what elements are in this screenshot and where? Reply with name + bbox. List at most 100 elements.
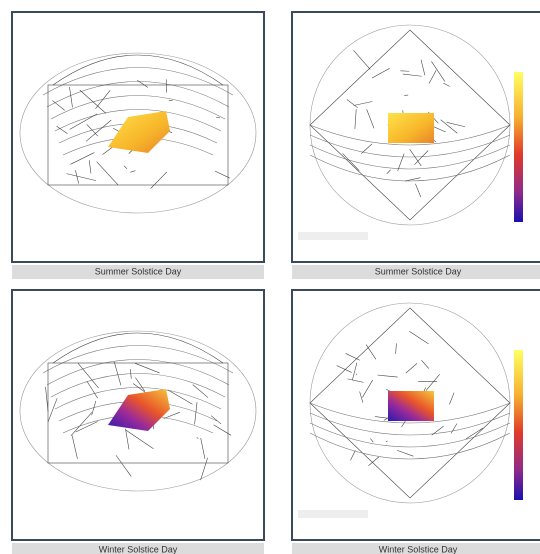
street <box>79 89 107 114</box>
street <box>336 365 352 373</box>
caption-bar <box>292 265 540 279</box>
street <box>70 152 95 165</box>
sun-arc <box>46 81 230 108</box>
street <box>210 415 222 425</box>
horizon <box>19 330 257 492</box>
street <box>75 421 98 433</box>
caption-bar <box>292 543 540 554</box>
street <box>352 362 358 381</box>
street <box>404 177 421 182</box>
street <box>365 344 377 360</box>
max-note-box <box>298 232 368 240</box>
street <box>402 73 422 77</box>
street <box>353 101 373 106</box>
street <box>130 170 136 173</box>
panel: Winter Solstice Day <box>291 289 540 554</box>
sun-arc <box>46 359 230 386</box>
street <box>440 119 458 134</box>
street <box>86 381 98 399</box>
street <box>91 400 97 416</box>
street <box>431 61 446 82</box>
street <box>366 109 375 129</box>
street <box>168 99 173 102</box>
color-bar <box>514 72 523 222</box>
street <box>45 386 49 412</box>
site-map <box>309 29 511 221</box>
sun-arc <box>50 373 226 398</box>
caption: Summer Solstice Day <box>95 266 182 276</box>
street <box>353 50 371 70</box>
street <box>77 363 99 389</box>
street <box>69 86 73 108</box>
max-note-box <box>298 510 368 518</box>
street <box>200 457 208 481</box>
street <box>377 374 398 378</box>
street <box>465 427 484 440</box>
street <box>443 82 450 87</box>
street <box>123 165 128 170</box>
street <box>386 169 391 175</box>
sun-arc <box>50 95 226 120</box>
street <box>85 119 112 142</box>
street <box>70 412 93 437</box>
sun-arc <box>309 154 511 182</box>
sun-arc <box>309 422 511 448</box>
sun-arc <box>54 109 222 132</box>
sun-arc <box>309 402 511 424</box>
dome <box>52 332 224 364</box>
caption: Winter Solstice Day <box>99 544 178 554</box>
street <box>52 100 66 111</box>
street <box>359 391 364 403</box>
street <box>425 374 440 391</box>
street <box>125 429 154 450</box>
street <box>405 363 418 374</box>
street <box>415 183 422 198</box>
street <box>69 113 98 130</box>
sun-arc <box>42 67 234 96</box>
street <box>71 435 78 459</box>
street <box>350 450 356 461</box>
street <box>446 122 466 128</box>
site-map <box>47 84 229 186</box>
street <box>194 402 198 425</box>
street <box>214 170 230 179</box>
street <box>395 343 397 354</box>
street <box>428 70 437 84</box>
street <box>86 124 99 137</box>
street <box>163 411 180 419</box>
sun-arc <box>309 134 511 158</box>
caption-bar <box>12 265 264 279</box>
street <box>66 173 97 181</box>
street <box>347 378 364 383</box>
dome <box>52 54 224 86</box>
site-map <box>309 307 511 499</box>
irradiance-patch <box>388 391 434 421</box>
caption-bar <box>12 543 264 554</box>
street <box>192 384 209 398</box>
panel: Winter Solstice Day <box>11 289 265 554</box>
color-bar <box>514 350 523 500</box>
street <box>397 153 405 171</box>
sun-arc <box>309 412 511 436</box>
sun-path-diagram <box>19 52 257 214</box>
street <box>450 423 458 434</box>
street <box>125 428 130 450</box>
street <box>368 456 380 466</box>
street <box>135 377 145 392</box>
street <box>449 392 455 405</box>
irradiance-patch <box>388 113 434 143</box>
street <box>150 171 168 189</box>
street <box>167 389 193 405</box>
horizon <box>19 52 257 214</box>
sun-path-diagram <box>309 24 511 226</box>
street <box>420 59 426 76</box>
irradiance-patch <box>108 111 170 153</box>
sun-arc <box>309 124 511 146</box>
panel: Summer Solstice Day <box>291 11 540 279</box>
street <box>113 361 122 386</box>
sun-arc <box>42 345 234 374</box>
street <box>346 99 358 108</box>
street <box>370 438 374 443</box>
sun-arc <box>309 144 511 170</box>
